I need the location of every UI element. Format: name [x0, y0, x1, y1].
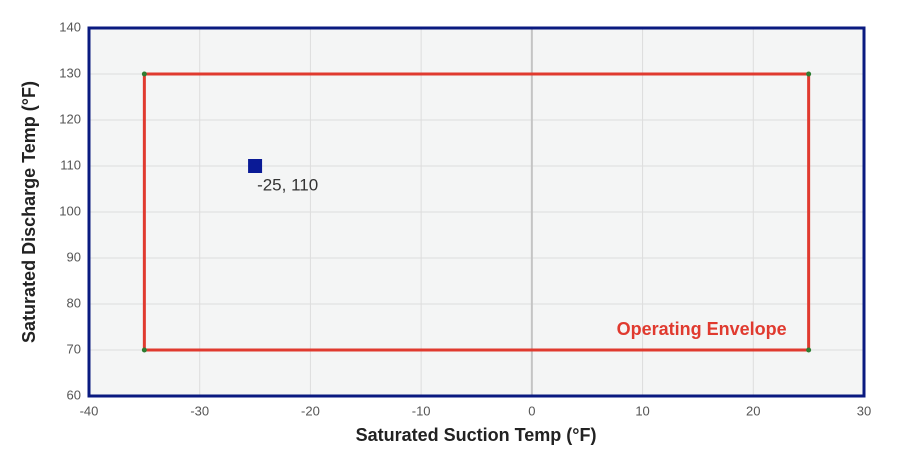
y-tick-label: 80 [67, 295, 81, 310]
envelope-vertex [806, 347, 812, 353]
y-tick-label: 130 [59, 65, 81, 80]
y-tick-label: 90 [67, 249, 81, 264]
x-tick-label: 10 [635, 403, 649, 418]
y-tick-label: 120 [59, 111, 81, 126]
data-point [248, 159, 263, 173]
x-tick-label: 20 [746, 403, 760, 418]
data-label: -25, 110 [257, 175, 318, 194]
y-axis-title: Saturated Discharge Temp (°F) [19, 81, 39, 343]
x-tick-label: -10 [412, 403, 431, 418]
plot-frame [87, 26, 866, 398]
x-tick-label: -20 [301, 403, 320, 418]
y-tick-label: 60 [67, 387, 81, 402]
y-tick-label: 140 [59, 19, 81, 34]
envelope-vertex [141, 71, 147, 77]
x-tick-label: -40 [80, 403, 99, 418]
envelope-vertex [806, 71, 812, 77]
envelope-vertex [141, 347, 147, 353]
x-axis-title: Saturated Suction Temp (°F) [356, 425, 597, 445]
x-tick-label: -30 [190, 403, 209, 418]
y-tick-label: 100 [59, 203, 81, 218]
y-tick-label: 70 [67, 341, 81, 356]
x-tick-label: 0 [528, 403, 535, 418]
envelope-label: Operating Envelope [617, 319, 787, 339]
y-tick-label: 110 [60, 157, 81, 172]
x-tick-label: 30 [857, 403, 871, 418]
